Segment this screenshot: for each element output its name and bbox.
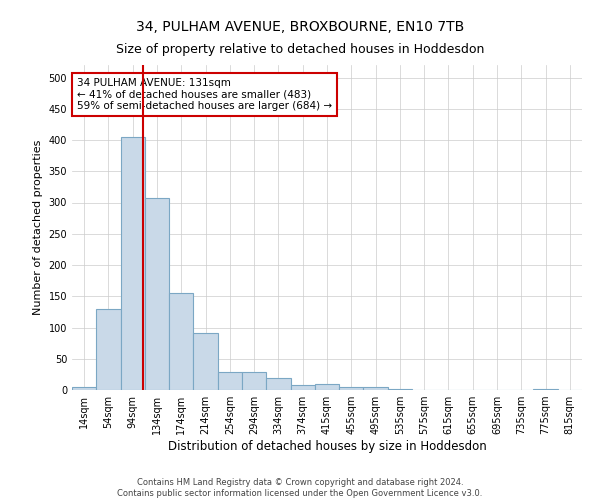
Bar [96, 308, 121, 390]
Text: 34, PULHAM AVENUE, BROXBOURNE, EN10 7TB: 34, PULHAM AVENUE, BROXBOURNE, EN10 7TB [136, 20, 464, 34]
Bar [72, 387, 96, 390]
Bar [266, 378, 290, 390]
Text: Contains HM Land Registry data © Crown copyright and database right 2024.
Contai: Contains HM Land Registry data © Crown c… [118, 478, 482, 498]
Bar [193, 332, 218, 390]
Bar [121, 137, 145, 390]
Bar [169, 293, 193, 390]
Bar [145, 198, 169, 390]
Text: Size of property relative to detached houses in Hoddesdon: Size of property relative to detached ho… [116, 42, 484, 56]
Text: 34 PULHAM AVENUE: 131sqm
← 41% of detached houses are smaller (483)
59% of semi-: 34 PULHAM AVENUE: 131sqm ← 41% of detach… [77, 78, 332, 111]
Bar [339, 387, 364, 390]
Bar [364, 387, 388, 390]
Bar [315, 384, 339, 390]
X-axis label: Distribution of detached houses by size in Hoddesdon: Distribution of detached houses by size … [167, 440, 487, 453]
Bar [218, 372, 242, 390]
Bar [242, 372, 266, 390]
Y-axis label: Number of detached properties: Number of detached properties [33, 140, 43, 315]
Bar [290, 385, 315, 390]
